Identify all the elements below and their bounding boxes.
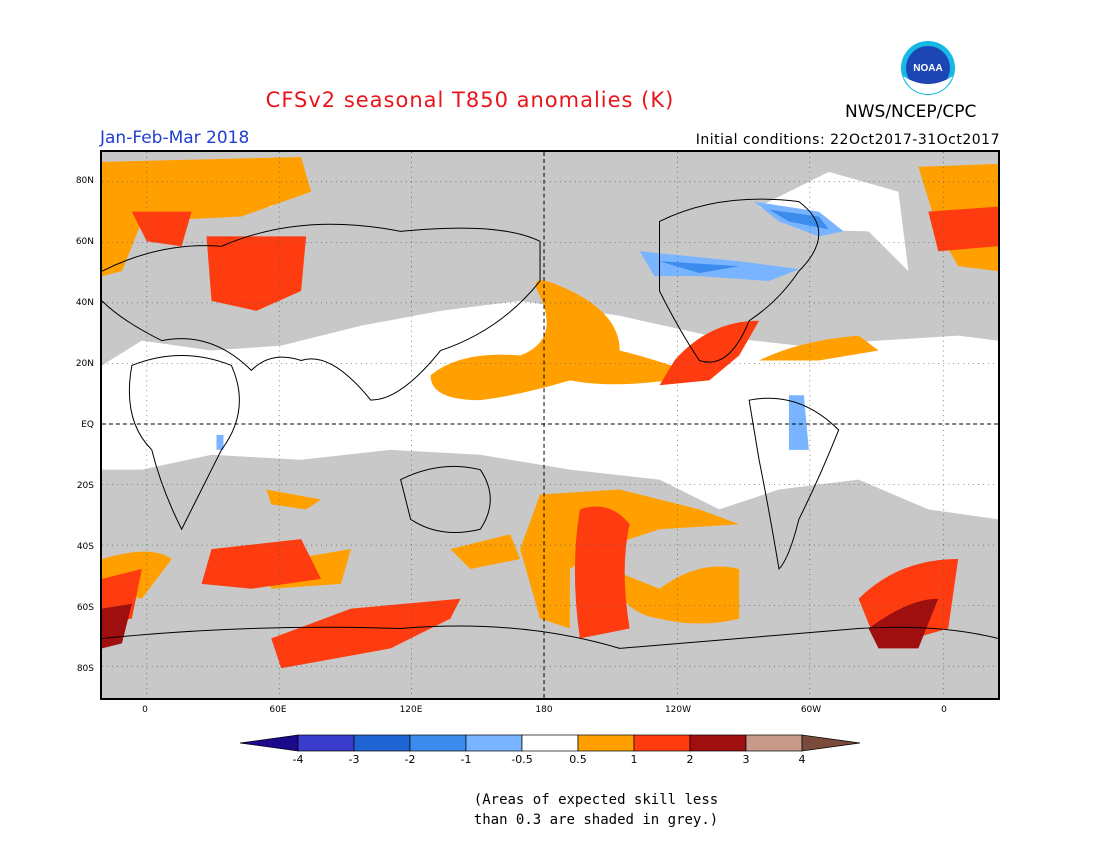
graticule: [102, 152, 998, 698]
colorbar-segment: [353, 734, 411, 752]
colorbar-segment: [745, 734, 803, 752]
colorbar-tick-label: -3: [348, 753, 360, 766]
lon-label: 0: [142, 705, 148, 715]
noaa-logo: NOAA: [901, 41, 955, 95]
colorbar-tick-label: 3: [742, 753, 750, 766]
warm-anomaly-mexico: [659, 320, 760, 386]
warm-anomaly-antarctica: [271, 598, 461, 669]
colorbar-tick-label: 2: [686, 753, 694, 766]
forecast-period: Jan-Feb-Mar 2018: [100, 128, 250, 148]
lat-label: 60N: [75, 237, 94, 247]
lon-label: 120W: [664, 705, 692, 715]
colorbar-segment: [240, 734, 299, 752]
lat-label: 40S: [76, 542, 94, 552]
colorbar-tick-label: -4: [292, 753, 304, 766]
skill-note-line1: (Areas of expected skill less: [473, 792, 719, 808]
initial-conditions: Initial conditions: 22Oct2017-31Oct2017: [695, 132, 1000, 148]
lat-label: 80N: [75, 176, 94, 186]
strong-warm-anomaly: [868, 598, 939, 649]
cold-anomaly-amazon: [788, 395, 809, 450]
noaa-logo-text: NOAA: [913, 63, 942, 74]
skill-note-line2: than 0.3 are shaded in grey.): [473, 812, 719, 828]
warm-anomaly-russia: [206, 236, 307, 311]
lat-label: 40N: [75, 298, 94, 308]
colorbar-tick-label: -0.5: [511, 753, 533, 766]
colorbar-segment: [801, 734, 860, 752]
lat-label: 20N: [75, 359, 94, 369]
colorbar-segment: [633, 734, 691, 752]
chart-title: CFSv2 seasonal T850 anomalies (K): [265, 88, 675, 112]
lat-label: 80S: [76, 664, 94, 674]
colorbar: [240, 734, 860, 752]
colorbar-tick-label: -1: [460, 753, 472, 766]
colorbar-tick-label: 1: [630, 753, 638, 766]
colorbar-segment: [409, 734, 467, 752]
lon-label: 120E: [399, 705, 423, 715]
warm-anomaly-pacific: [430, 280, 700, 401]
lon-label: 0: [941, 705, 947, 715]
lon-label: 180: [535, 705, 553, 715]
colorbar-tick-label: -2: [404, 753, 416, 766]
colorbar-segment: [297, 734, 355, 752]
lon-label: 60W: [800, 705, 822, 715]
colorbar-segment: [577, 734, 635, 752]
coastlines: [102, 198, 998, 649]
colorbar-segment: [521, 734, 579, 752]
warm-anomaly-europe: [102, 156, 312, 277]
lat-label: 60S: [76, 603, 94, 613]
colorbar-segment: [689, 734, 747, 752]
anomaly-map: [100, 150, 1000, 700]
colorbar-segment: [465, 734, 523, 752]
lat-label: EQ: [81, 420, 94, 430]
agency-label: NWS/NCEP/CPC: [845, 102, 977, 122]
colorbar-tick-label: 0.5: [569, 753, 587, 766]
lon-label: 60E: [269, 705, 287, 715]
lat-label: 20S: [76, 481, 94, 491]
warm-anomaly-south-pacific: [574, 506, 630, 639]
colorbar-tick-label: 4: [798, 753, 806, 766]
